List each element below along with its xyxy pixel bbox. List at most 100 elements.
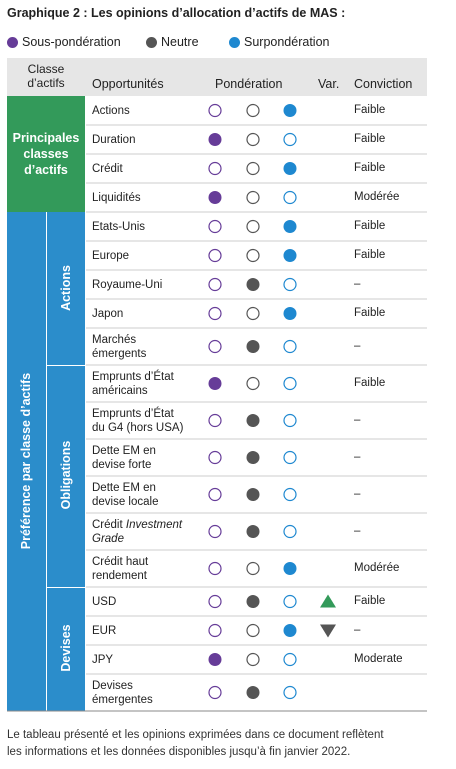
row-label: Europe <box>92 249 129 263</box>
row-label: JPY <box>92 653 113 667</box>
weight-dot <box>208 594 222 609</box>
legend-dot <box>146 37 157 48</box>
conviction: – <box>354 623 361 636</box>
weight-dot <box>246 488 260 501</box>
row-label-line: Dette EM en <box>92 444 156 457</box>
weight-dot <box>208 277 222 292</box>
header-var: Var. <box>318 77 340 91</box>
row-label-line: du G4 (hors USA) <box>92 421 184 434</box>
row-label-line: Emprunts d’État <box>92 407 174 420</box>
row-label: Royaume-Uni <box>92 278 162 292</box>
weight-dot <box>246 161 260 176</box>
var-up <box>320 594 336 608</box>
row-label-line: devise forte <box>92 458 152 471</box>
row-label-line: Actions <box>92 104 130 117</box>
legend-dot <box>229 37 240 48</box>
weight-dot <box>246 525 260 538</box>
weight-dot <box>208 219 222 234</box>
weight-dot <box>283 685 297 700</box>
header-class: Classe d’actifs <box>7 62 85 90</box>
weight-dot <box>283 413 297 428</box>
group-label-line: Principales <box>12 131 80 145</box>
weight-dot <box>208 377 222 390</box>
row-label-line: Grade <box>92 532 124 545</box>
weight-dot <box>246 278 260 291</box>
row-label-line: Marchés <box>92 333 137 346</box>
weight-dot <box>283 277 297 292</box>
conviction: – <box>354 450 361 463</box>
row-label: Duration <box>92 133 135 147</box>
group-band <box>7 96 85 212</box>
header-opportunities: Opportunités <box>92 77 164 91</box>
weight-dot <box>246 652 260 667</box>
row-label-line: Dette EM en <box>92 481 156 494</box>
row-label-line: Crédit <box>92 162 123 175</box>
row-label-line: émergents <box>92 347 147 360</box>
row-label-line: Europe <box>92 249 130 262</box>
weight-dot <box>283 104 297 117</box>
row-label-line: Crédit Investment <box>92 518 183 531</box>
weight-dot <box>246 376 260 391</box>
weight-dot <box>283 132 297 147</box>
row-label: Emprunts d’État américains <box>92 370 174 398</box>
row-label-line: Royaume-Uni <box>92 278 163 291</box>
group-label-line: classes <box>23 147 69 161</box>
weight-dot <box>208 524 222 539</box>
subgroup-band <box>47 587 85 711</box>
legend-dot <box>7 37 18 48</box>
weight-dot <box>246 248 260 263</box>
row-label: USD <box>92 595 116 609</box>
row-label-line: USD <box>92 595 117 608</box>
weight-dot <box>246 595 260 608</box>
weight-dot <box>246 414 260 427</box>
weight-dot <box>246 623 260 638</box>
weight-dot <box>208 161 222 176</box>
conviction: – <box>354 339 361 352</box>
weight-dot <box>246 306 260 321</box>
weight-dot <box>208 339 222 354</box>
row-label: EUR <box>92 624 116 638</box>
row-label: Crédit haut rendement <box>92 555 148 583</box>
group-band <box>7 212 46 711</box>
row-label-line: Devises <box>92 679 133 692</box>
weight-dot <box>208 133 222 146</box>
row-label-line: Liquidités <box>92 191 141 204</box>
header-class-line: Classe <box>27 62 65 76</box>
weight-dot <box>246 219 260 234</box>
conviction: Faible <box>354 161 386 174</box>
row-label: Liquidités <box>92 191 141 205</box>
conviction: Faible <box>354 376 386 389</box>
header-weighting: Pondération <box>215 77 283 91</box>
row-label-line: Japon <box>92 307 124 320</box>
weight-dot <box>283 487 297 502</box>
weight-dot <box>208 248 222 263</box>
conviction: Moderate <box>354 652 403 665</box>
row-label: Marchés émergents <box>92 333 146 361</box>
conviction: Faible <box>354 103 386 116</box>
row-label: Devises émergentes <box>92 679 153 707</box>
weight-dot <box>246 340 260 353</box>
weight-dot <box>208 450 222 465</box>
row-label: Crédit Investment Grade <box>92 518 182 546</box>
row-label: Crédit <box>92 162 123 176</box>
legend-label: Sous-pondération <box>22 35 121 49</box>
row-label: Japon <box>92 307 123 321</box>
row-label-line: rendement <box>92 569 147 582</box>
conviction: Faible <box>354 594 386 607</box>
title: Graphique 2 : Les opinions d’allocation … <box>7 6 346 20</box>
row-label-line: émergentes <box>92 693 153 706</box>
weight-dot <box>283 162 297 175</box>
header-conviction: Conviction <box>354 77 413 91</box>
weight-dot <box>283 624 297 637</box>
row-label-line: américains <box>92 384 148 397</box>
legend-label: Neutre <box>161 35 199 49</box>
conviction: Modérée <box>354 190 400 203</box>
conviction: – <box>354 277 361 290</box>
weight-dot <box>283 652 297 667</box>
conviction: Faible <box>354 306 386 319</box>
weight-dot <box>208 103 222 118</box>
row-label-line: EUR <box>92 624 117 637</box>
header-bg <box>7 58 427 96</box>
weight-dot <box>208 561 222 576</box>
